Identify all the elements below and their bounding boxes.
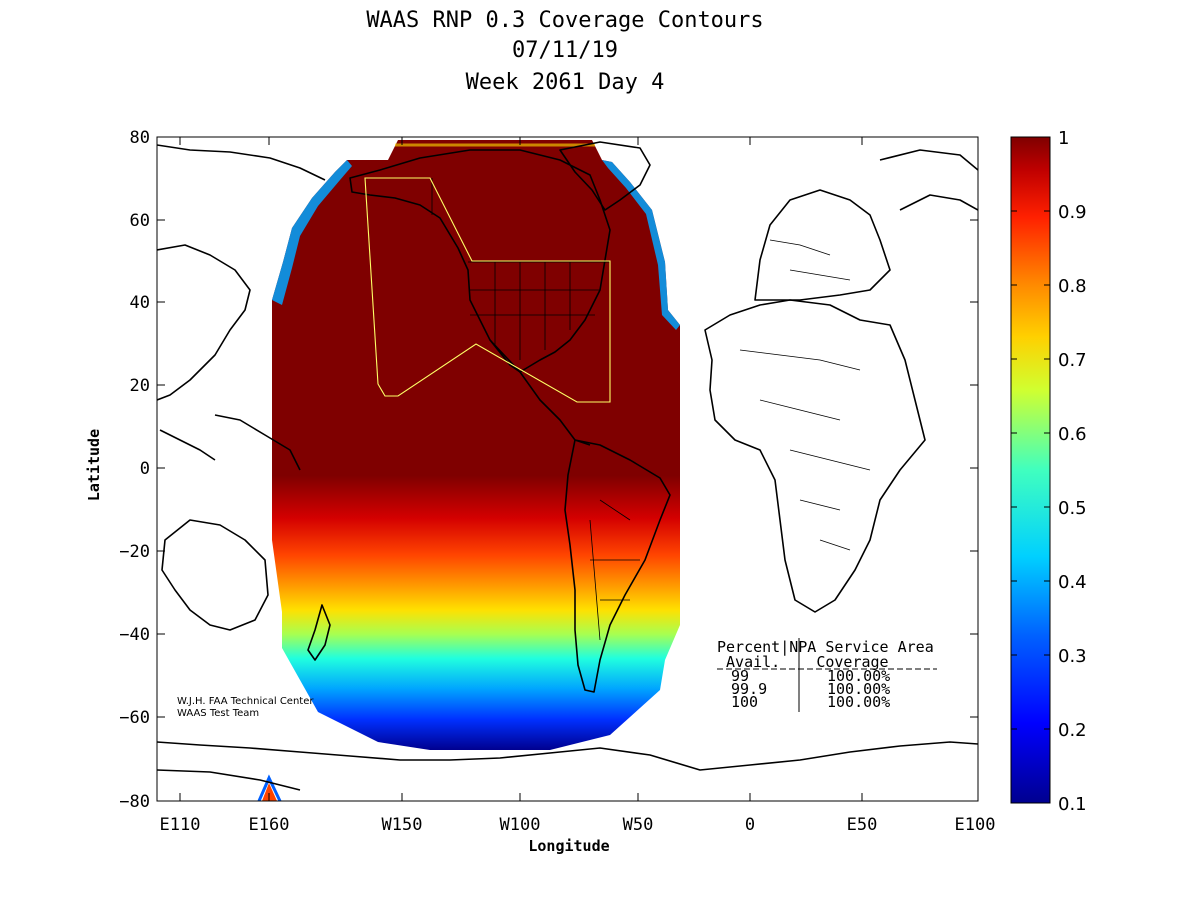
x-axis-label: Longitude bbox=[528, 837, 609, 855]
table-row-coverage: 100.00% bbox=[827, 693, 890, 711]
tick-marks bbox=[157, 137, 978, 801]
credit-line-1: W.J.H. FAA Technical Center bbox=[177, 696, 314, 707]
colorbar-tick-label: 0.1 bbox=[1058, 794, 1087, 815]
colorbar-tick-label: 0.4 bbox=[1058, 572, 1087, 593]
colorbar-tick-label: 0.2 bbox=[1058, 720, 1087, 741]
y-tick-label: 20 bbox=[130, 376, 150, 396]
plot-frame bbox=[156, 136, 979, 802]
y-tick-labels: 80 60 40 20 0 −20 −40 −60 −80 bbox=[119, 128, 150, 812]
table-row-avail: 99.9 bbox=[731, 680, 767, 698]
y-tick-label: 60 bbox=[130, 211, 150, 231]
y-axis-label: Latitude bbox=[85, 429, 103, 501]
coverage-region bbox=[272, 140, 680, 750]
chart-week: Week 2061 Day 4 bbox=[466, 70, 665, 95]
table-header-2: Avail. Coverage bbox=[717, 653, 898, 671]
x-tick-label: 0 bbox=[745, 815, 755, 835]
x-tick-label: E110 bbox=[160, 815, 201, 835]
table-row-coverage: 100.00% bbox=[827, 680, 890, 698]
coastlines bbox=[157, 141, 978, 791]
x-tick-label: E100 bbox=[955, 815, 996, 835]
colorbar-tick-label: 0.3 bbox=[1058, 646, 1087, 667]
x-tick-label: W150 bbox=[382, 815, 423, 835]
y-tick-label: −40 bbox=[119, 625, 150, 645]
x-tick-label: W50 bbox=[623, 815, 654, 835]
availability-table: Percent|NPA Service Area Avail. Coverage… bbox=[717, 638, 937, 712]
table-header-1: Percent|NPA Service Area bbox=[717, 638, 934, 656]
x-tick-label: E50 bbox=[847, 815, 878, 835]
colorbar-scale bbox=[1010, 136, 1051, 804]
colorbar-tick-label: 1 bbox=[1058, 128, 1069, 149]
service-volume-outline bbox=[364, 177, 611, 403]
x-tick-label: W100 bbox=[500, 815, 541, 835]
colorbar-tick-label: 0.9 bbox=[1058, 202, 1087, 223]
y-tick-label: 0 bbox=[140, 459, 150, 479]
borders bbox=[431, 178, 871, 641]
y-tick-label: −80 bbox=[119, 792, 150, 812]
colorbar-tick-label: 0.8 bbox=[1058, 276, 1087, 297]
table-row-avail: 100 bbox=[731, 693, 758, 711]
y-tick-label: 40 bbox=[130, 293, 150, 313]
chart-date: 07/11/19 bbox=[512, 38, 618, 63]
x-tick-labels: E110 E160 W150 W100 W50 0 E50 E100 bbox=[160, 815, 996, 835]
table-row-coverage: 100.00% bbox=[827, 667, 890, 685]
table-row-avail: 99 bbox=[731, 667, 749, 685]
credit-line-2: WAAS Test Team bbox=[177, 708, 259, 719]
y-tick-label: −60 bbox=[119, 708, 150, 728]
y-tick-label: 80 bbox=[130, 128, 150, 148]
colorbar: 1 0.9 0.8 0.7 0.6 0.5 0.4 0.3 0.2 0.1 bbox=[1010, 128, 1087, 815]
colorbar-tick-label: 0.5 bbox=[1058, 498, 1087, 519]
colorbar-tick-label: 0.7 bbox=[1058, 350, 1087, 371]
x-tick-label: E160 bbox=[249, 815, 290, 835]
y-tick-label: −20 bbox=[119, 542, 150, 562]
map-plot-area bbox=[157, 137, 978, 801]
colorbar-tick-label: 0.6 bbox=[1058, 424, 1087, 445]
chart-title: WAAS RNP 0.3 Coverage Contours bbox=[366, 8, 763, 33]
